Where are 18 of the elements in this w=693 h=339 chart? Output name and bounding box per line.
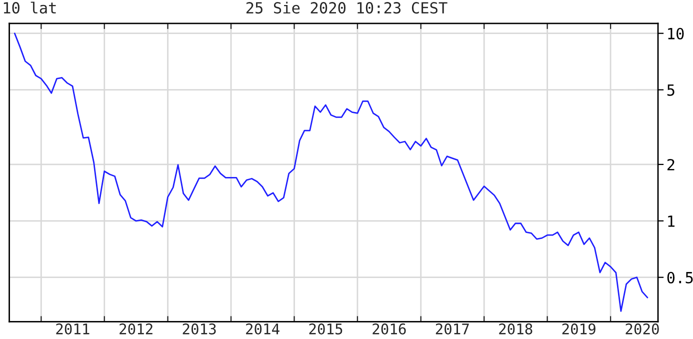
x-tick-label: 2018 <box>499 323 532 334</box>
x-tick-label: 2015 <box>309 323 342 334</box>
x-tick-label: 2014 <box>246 323 280 334</box>
y-tick-label: 2 <box>667 158 674 170</box>
chart-subtitle: 25 Sie 2020 10:23 CEST <box>246 2 448 14</box>
x-tick-label: 2011 <box>56 323 90 334</box>
x-tick-label: 2020 <box>626 323 659 334</box>
y-tick-label: 0.5 <box>667 272 693 284</box>
line-series <box>14 32 648 312</box>
x-tick-label: 2016 <box>372 323 406 334</box>
x-tick-label: 2019 <box>562 323 596 334</box>
x-tick-label: 2013 <box>182 323 216 334</box>
chart-title: 10 lat <box>4 2 56 14</box>
y-tick-label: 10 <box>668 28 684 40</box>
y-tick-label: 5 <box>667 84 674 96</box>
x-tick-label: 2017 <box>436 323 469 334</box>
y-tick-label: 1 <box>668 216 674 227</box>
x-tick-label: 2012 <box>120 323 152 334</box>
